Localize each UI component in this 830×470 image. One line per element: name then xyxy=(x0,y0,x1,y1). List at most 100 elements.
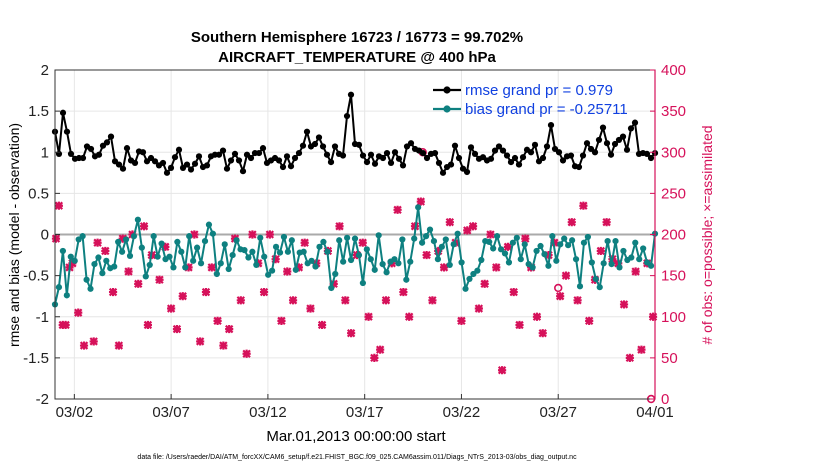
y-axis-ticks: -2 -1.5 -1 -0.5 0 0.5 1 1.5 2 xyxy=(23,62,60,408)
obs-assimilated-marker xyxy=(139,222,149,231)
obs-assimilated-marker xyxy=(271,254,280,264)
bias-point xyxy=(419,239,426,246)
bias-point xyxy=(446,261,453,269)
obs-assimilated-marker xyxy=(567,217,576,227)
rmse-point xyxy=(355,141,363,148)
obs-assimilated-marker xyxy=(277,316,286,326)
obs-assimilated-marker xyxy=(573,296,582,305)
rmse-point xyxy=(419,149,427,157)
bias-point xyxy=(497,246,505,253)
bias-point xyxy=(478,256,485,264)
y-axis-label: rmse and bias (model - observation) xyxy=(6,123,22,347)
bias-point xyxy=(292,266,299,273)
right-tick-label: 400 xyxy=(661,62,686,79)
rmse-point xyxy=(387,159,395,167)
rmse-point xyxy=(359,152,367,159)
legend-rmse-label: rmse grand pr = 0.979 xyxy=(465,82,613,99)
bias-point xyxy=(596,284,603,291)
bias-point xyxy=(186,233,193,240)
bias-point xyxy=(190,257,197,264)
bias-point xyxy=(537,242,544,250)
bias-point xyxy=(229,251,236,259)
y-tick-label: 1.5 xyxy=(28,103,49,120)
y-tick-label: -2 xyxy=(36,391,49,408)
bias-point xyxy=(600,260,607,267)
rmse-point xyxy=(579,152,587,159)
bias-point xyxy=(474,267,481,274)
bias-point xyxy=(205,221,213,228)
obs-assimilated-marker xyxy=(124,267,133,276)
obs-assimilated-marker xyxy=(236,296,245,305)
rmse-point xyxy=(291,154,299,162)
rmse-point xyxy=(339,152,347,159)
bias-point xyxy=(249,248,256,255)
bias-point xyxy=(126,252,134,259)
rmse-point xyxy=(287,163,295,170)
rmse-point xyxy=(139,149,147,156)
rmse-point xyxy=(159,159,167,167)
rmse-point xyxy=(67,150,75,157)
chart-title: Southern Hemisphere 16723 / 16773 = 99.7… xyxy=(191,29,523,46)
legend-bias-label: bias grand pr = -0.25711 xyxy=(465,101,628,118)
bias-point xyxy=(308,257,315,264)
obs-assimilated-marker xyxy=(178,292,187,301)
obs-assimilated-marker xyxy=(457,316,466,326)
bias-point xyxy=(612,237,619,245)
bias-point xyxy=(174,238,181,246)
rmse-point xyxy=(115,161,123,168)
obs-assimilated-marker xyxy=(486,230,495,239)
rmse-point xyxy=(543,143,551,150)
rmse-point xyxy=(471,150,479,157)
rmse-point xyxy=(491,147,499,154)
rmse-point xyxy=(463,168,471,176)
rmse-point xyxy=(231,150,239,157)
bias-point xyxy=(351,235,359,242)
obs-assimilated-marker xyxy=(108,287,118,297)
bias-point xyxy=(454,230,461,237)
rmse-point xyxy=(55,150,63,157)
bias-point xyxy=(632,239,639,246)
bias-point xyxy=(592,275,599,283)
obs-assimilated-marker xyxy=(166,304,176,313)
rmse-point xyxy=(107,133,115,140)
rmse-point xyxy=(595,136,603,144)
bias-point xyxy=(379,261,386,268)
bias-point xyxy=(63,292,70,299)
bias-point xyxy=(265,271,272,278)
obs-assimilated-marker xyxy=(428,296,437,305)
obs-assimilated-marker xyxy=(118,234,127,243)
bias-point xyxy=(336,237,343,244)
right-axis-label: # of obs: o=possible; ×=assimilated xyxy=(699,125,715,344)
rmse-point xyxy=(567,152,575,159)
obs-assimilated-marker xyxy=(439,263,449,272)
rmse-point xyxy=(131,159,139,167)
y-tick-label: -1 xyxy=(36,309,49,326)
obs-assimilated-marker xyxy=(555,292,565,301)
rmse-point xyxy=(503,152,511,159)
bias-point xyxy=(462,285,469,292)
bias-point xyxy=(561,235,568,242)
x-tick-label: 03/12 xyxy=(249,404,287,421)
bias-point xyxy=(533,247,540,255)
bias-point xyxy=(545,262,552,269)
bias-point xyxy=(288,237,295,244)
obs-assimilated-marker xyxy=(329,279,338,289)
bias-point xyxy=(588,259,595,266)
rmse-point xyxy=(223,165,231,172)
rmse-point xyxy=(63,128,71,135)
bias-point xyxy=(115,238,122,246)
rmse-point xyxy=(423,154,431,162)
bias-point xyxy=(399,236,406,243)
bias-point xyxy=(59,247,66,255)
obs-assimilated-marker xyxy=(201,287,211,297)
bias-point xyxy=(580,239,588,246)
obs-assimilated-marker xyxy=(468,222,478,231)
rmse-point xyxy=(379,154,387,162)
bias-point xyxy=(320,238,327,246)
obs-assimilated-marker xyxy=(370,353,379,363)
rmse-point xyxy=(643,150,651,157)
bias-point xyxy=(434,256,441,263)
bias-point xyxy=(284,248,291,255)
obs-assimilated-marker xyxy=(155,275,164,284)
bias-point xyxy=(197,260,205,267)
